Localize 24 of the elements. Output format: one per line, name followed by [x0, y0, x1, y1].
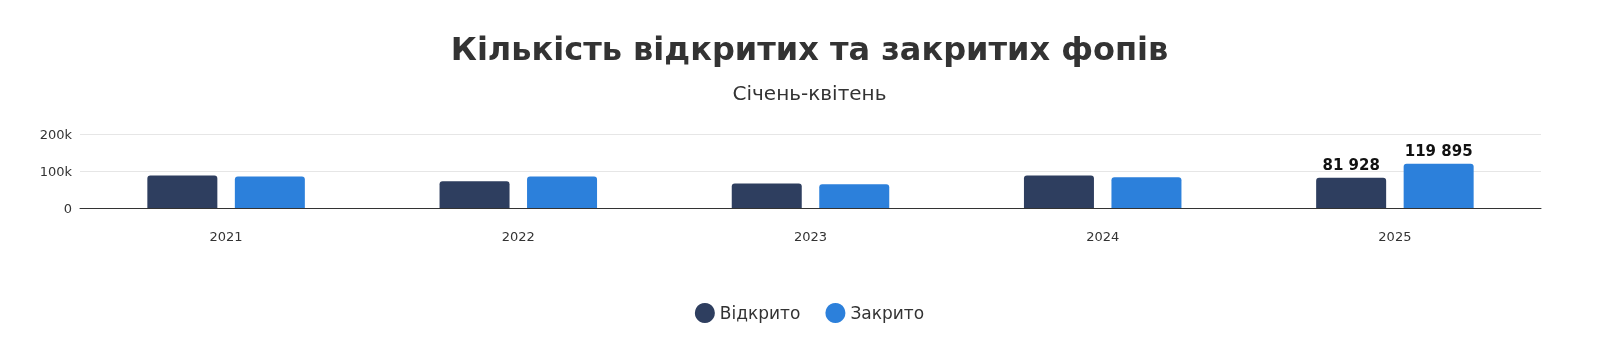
- data-label: 81 928: [1322, 156, 1380, 175]
- bar: [1316, 177, 1387, 208]
- y-tick-label: 0: [63, 200, 72, 216]
- x-tick-label: 2021: [209, 229, 243, 244]
- bar: [147, 175, 218, 208]
- bar: [1111, 177, 1182, 208]
- legend-label: Відкрито: [719, 303, 801, 323]
- x-tick-label: 2024: [1086, 229, 1120, 244]
- chart-title: Кількість відкритих та закритих фопів: [450, 30, 1169, 68]
- data-label: 119 895: [1404, 142, 1473, 161]
- bar: [731, 183, 802, 208]
- chart-subtitle: Січень-квітень: [732, 81, 887, 105]
- bar: [819, 184, 890, 208]
- bar: [527, 176, 598, 208]
- y-tick-label: 100k: [39, 163, 73, 179]
- x-tick-label: 2023: [793, 229, 828, 244]
- bar: [439, 181, 510, 208]
- x-tick-label: 2025: [1378, 229, 1412, 244]
- x-tick-label: 2022: [501, 229, 535, 244]
- y-tick-label: 200k: [39, 126, 73, 142]
- bar: [1023, 175, 1094, 208]
- bar: [1403, 163, 1474, 208]
- legend-label: Закрито: [850, 303, 925, 323]
- bar: [234, 176, 305, 208]
